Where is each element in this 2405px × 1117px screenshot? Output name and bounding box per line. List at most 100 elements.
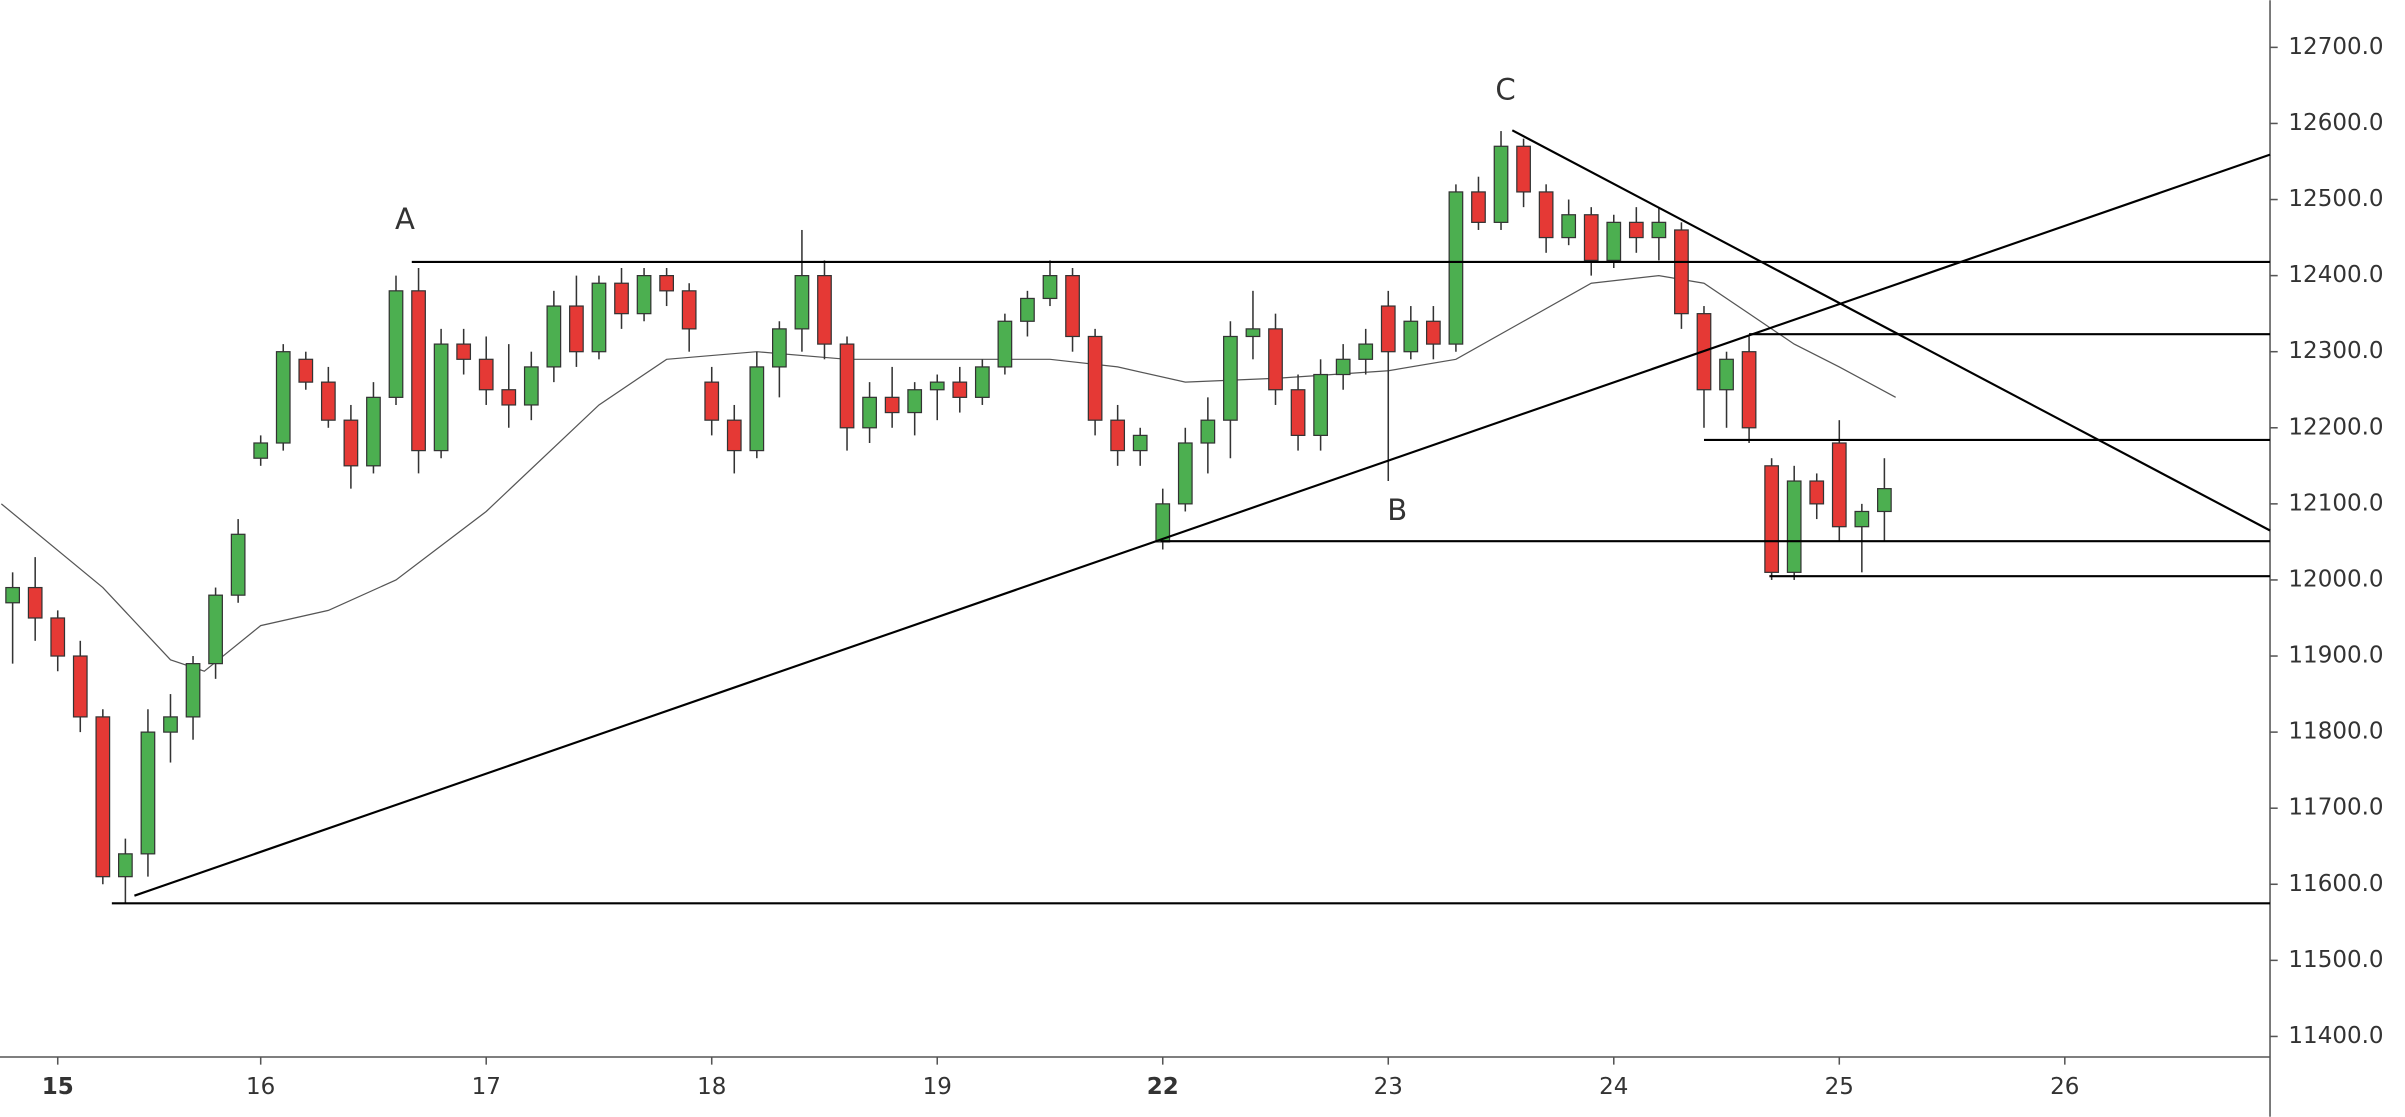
candle-body <box>952 381 968 398</box>
candle-body <box>95 716 111 878</box>
candle-body <box>1809 480 1825 505</box>
y-tick-label: 12100.0 <box>2288 490 2383 516</box>
candle-body <box>974 366 990 398</box>
candle-body <box>298 358 314 383</box>
x-tick-label: 22 <box>1147 1074 1179 1100</box>
x-tick-label: 16 <box>246 1074 275 1100</box>
candle-body <box>1177 442 1193 505</box>
candle-body <box>659 275 674 292</box>
candle-body <box>794 275 810 330</box>
candle-body <box>1719 358 1734 391</box>
y-tick-label: 11800.0 <box>2288 719 2383 745</box>
candle-body <box>433 343 449 452</box>
candle-body <box>614 282 629 315</box>
candle-body <box>1065 275 1080 338</box>
candle-body <box>569 305 584 353</box>
annotation-label: A <box>395 202 415 236</box>
candle-body <box>253 442 269 459</box>
candle-body <box>1674 229 1689 315</box>
x-tick-label: 17 <box>472 1074 501 1100</box>
candle-body <box>185 663 201 718</box>
candle-body <box>704 381 720 421</box>
y-tick-label: 12400.0 <box>2288 262 2383 288</box>
x-tick-label: 24 <box>1599 1074 1628 1100</box>
candle-body <box>1538 191 1554 239</box>
candle-body <box>726 419 742 452</box>
candle-body <box>456 343 472 360</box>
candle-body <box>1561 214 1577 239</box>
y-tick-label: 11400.0 <box>2288 1023 2383 1049</box>
candle-body <box>208 594 223 665</box>
y-tick-label: 12500.0 <box>2288 186 2383 212</box>
candle-body <box>681 290 697 330</box>
candle-body <box>907 389 923 414</box>
candle-body <box>50 617 66 657</box>
y-tick-label: 11600.0 <box>2288 871 2383 897</box>
annotation-label: C <box>1495 72 1515 106</box>
candle-body <box>749 366 765 452</box>
candle-body <box>997 320 1013 368</box>
candle-body <box>523 366 539 406</box>
candle-body <box>343 419 359 467</box>
candle-body <box>546 305 562 368</box>
candle-body <box>862 396 877 429</box>
candle-body <box>5 586 21 604</box>
y-tick-label: 12600.0 <box>2288 110 2383 136</box>
candle-body <box>1380 305 1396 353</box>
y-tick-label: 11500.0 <box>2288 947 2383 973</box>
candle-body <box>275 351 291 444</box>
candle-body <box>636 275 652 315</box>
candle-body <box>1786 480 1802 573</box>
x-tick-label: 23 <box>1374 1074 1403 1100</box>
candle-body <box>230 533 246 596</box>
candle-body <box>118 853 133 878</box>
candle-body <box>163 716 178 733</box>
candle-body <box>771 328 787 368</box>
annotation-label: B <box>1387 493 1407 527</box>
candle-body <box>366 396 381 467</box>
candle-body <box>1110 419 1126 452</box>
candle-body <box>839 343 855 429</box>
candle-body <box>478 358 494 391</box>
drawn-line <box>1511 129 2271 532</box>
candle-body <box>1223 335 1238 421</box>
drawn-line <box>134 153 2271 897</box>
candle-body <box>1493 145 1509 223</box>
candle-body <box>72 655 88 718</box>
candle-body <box>388 290 404 398</box>
candle-body <box>1020 297 1035 322</box>
x-tick-label: 26 <box>2050 1074 2079 1100</box>
candle-body <box>411 290 426 452</box>
candle-body <box>1132 434 1148 452</box>
y-tick-label: 12000.0 <box>2288 566 2383 592</box>
candle-body <box>1628 221 1644 239</box>
candle-body <box>591 282 607 353</box>
candle-body <box>1042 275 1058 300</box>
y-tick-label: 12300.0 <box>2288 338 2383 364</box>
y-tick-label: 12200.0 <box>2288 414 2383 440</box>
candle-body <box>1606 221 1622 262</box>
y-tick-label: 12700.0 <box>2288 34 2383 60</box>
y-tick-label: 11900.0 <box>2288 643 2383 669</box>
x-tick-label: 25 <box>1825 1074 1854 1100</box>
x-tick-label: 18 <box>697 1074 726 1100</box>
candle-body <box>1290 389 1306 437</box>
candle-body <box>817 275 832 345</box>
moving-average <box>0 274 1896 672</box>
candle-body <box>1448 191 1464 345</box>
candle-body <box>929 381 945 391</box>
candle-body <box>884 396 900 414</box>
candle-body <box>1877 488 1892 513</box>
candle-body <box>1854 510 1870 528</box>
candle-body <box>1268 328 1283 391</box>
x-tick-label: 15 <box>42 1074 74 1100</box>
candle-body <box>1831 442 1847 528</box>
candle-body <box>1313 373 1328 437</box>
candle-body <box>1335 358 1351 376</box>
candle-body <box>1358 343 1374 360</box>
candle-body <box>27 586 43 619</box>
candle-body <box>1741 351 1757 429</box>
candle-body <box>1403 320 1419 353</box>
